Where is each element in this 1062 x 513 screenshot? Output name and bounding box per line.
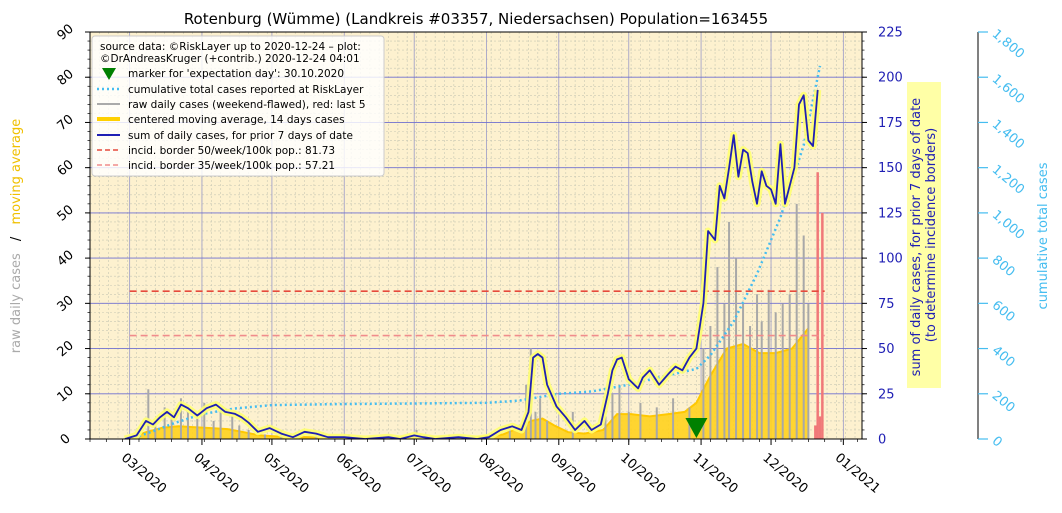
far-right-tick-label: 1,600: [989, 72, 1027, 107]
left-axis: 0 10 20 30 40 50 60 70 80 90: [55, 22, 90, 448]
x-tick-label: 04/2020: [190, 451, 241, 497]
far-right-tick-label: 1,000: [989, 208, 1027, 243]
expectation-marker: [685, 418, 708, 438]
right-axis-label-line2: (to determine incidence borders): [924, 128, 939, 343]
x-tick-label: 10/2020: [617, 451, 668, 497]
legend-source-line2: ©DrAndreasKruger (+contrib.) 2020-12-24 …: [100, 53, 360, 65]
legend-entry-raw: raw daily cases (weekend-flawed), red: l…: [128, 99, 366, 111]
moving-average-line: [124, 327, 810, 439]
x-tick-label: 06/2020: [333, 451, 384, 497]
legend-entry-border50: incid. border 50/week/100k pop.: 81.73: [128, 145, 335, 157]
x-tick-label: 09/2020: [547, 451, 598, 497]
legend: source data: ©RiskLayer up to 2020-12-24…: [91, 35, 385, 177]
left-axis-label: raw daily cases / moving average: [9, 119, 24, 353]
right-tick-label: 25: [878, 387, 895, 402]
left-tick-label: 10: [55, 383, 77, 405]
right-tick-label: 0: [878, 433, 886, 448]
raw-daily-last5-bars: [814, 172, 824, 439]
legend-box: [91, 35, 385, 177]
far-right-tick-label: 1,200: [989, 162, 1027, 197]
left-tick-label: 40: [55, 248, 77, 270]
right-tick-label: 150: [878, 161, 903, 176]
x-tick-label: 11/2020: [689, 451, 740, 497]
left-tick-label: 50: [55, 202, 77, 224]
right-axis-label-line1: sum of daily cases, for prior 7 days of …: [909, 98, 924, 377]
chart-title: Rotenburg (Wümme) (Landkreis #03357, Nie…: [184, 10, 768, 28]
far-right-tick-label: 0: [989, 434, 1005, 451]
svg-text:raw daily cases /: raw daily cases / moving average: [9, 119, 24, 353]
legend-swatch-expectation-marker: [102, 68, 116, 80]
legend-entry-moving-avg: centered moving average, 14 days cases: [128, 114, 345, 126]
far-right-tick-label: 1,400: [989, 117, 1027, 152]
right-axis-label-box: [907, 82, 941, 388]
left-tick-label: 20: [55, 338, 77, 360]
x-axis: 03/2020 04/2020 05/2020 06/2020 07/2020 08/20…: [89, 439, 883, 497]
svg-text:sum of daily cases, for prior: sum of daily cases, for prior 7 days of …: [909, 94, 939, 377]
left-tick-label: 90: [55, 22, 77, 44]
left-tick-label: 0: [58, 431, 74, 448]
left-axis-label-avg: moving average: [9, 119, 24, 225]
x-tick-label: 05/2020: [260, 451, 311, 497]
legend-entry-cumulative: cumulative total cases reported at RiskL…: [128, 84, 364, 96]
far-right-axis-label-text: cumulative total cases: [1036, 162, 1051, 309]
legend-source-line1: source data: ©RiskLayer up to 2020-12-24…: [100, 41, 361, 53]
legend-entry-sum7: sum of daily cases, for prior 7 days of …: [128, 130, 353, 142]
far-right-axis: 0 200 400 600 800 1,000 1,200 1,400 1,600 1,800: [977, 27, 1027, 451]
legend-entry-border35: incid. border 35/week/100k pop.: 57.21: [128, 160, 335, 172]
far-right-tick-label: 800: [989, 253, 1018, 280]
left-tick-label: 80: [55, 67, 77, 89]
far-right-axis-label: cumulative total cases: [1036, 162, 1051, 309]
right-tick-label: 100: [878, 252, 903, 267]
plot-frame: [89, 31, 863, 440]
x-tick-label: 03/2020: [118, 451, 169, 497]
x-tick-label: 01/2021: [832, 451, 883, 497]
right-axis: 0 25 50 75 100 125 150 175 200 225: [862, 26, 903, 448]
left-tick-label: 30: [55, 293, 77, 315]
right-tick-label: 125: [878, 206, 903, 221]
x-tick-label: 08/2020: [475, 451, 526, 497]
right-tick-label: 225: [878, 26, 903, 41]
left-axis-label-sep: /: [9, 236, 24, 241]
left-tick-label: 70: [55, 112, 77, 134]
series-layer: [123, 65, 825, 439]
right-axis-label: sum of daily cases, for prior 7 days of …: [909, 94, 939, 377]
right-tick-label: 50: [878, 342, 895, 357]
far-right-tick-label: 600: [989, 298, 1018, 325]
far-right-tick-label: 1,800: [989, 27, 1027, 62]
left-tick-label: 60: [55, 157, 77, 179]
sum7-line: [124, 89, 819, 439]
far-right-tick-label: 200: [989, 388, 1018, 415]
x-tick-label: 07/2020: [403, 451, 454, 497]
x-tick-label: 12/2020: [759, 451, 810, 497]
right-tick-label: 175: [878, 116, 903, 131]
right-tick-label: 75: [878, 297, 895, 312]
legend-entry-expectation: marker for 'expectation day': 30.10.2020: [128, 68, 344, 80]
left-axis-label-raw: raw daily cases: [9, 253, 24, 353]
right-tick-label: 200: [878, 71, 903, 86]
cumulative-line: [129, 65, 822, 439]
far-right-tick-label: 400: [989, 343, 1018, 370]
